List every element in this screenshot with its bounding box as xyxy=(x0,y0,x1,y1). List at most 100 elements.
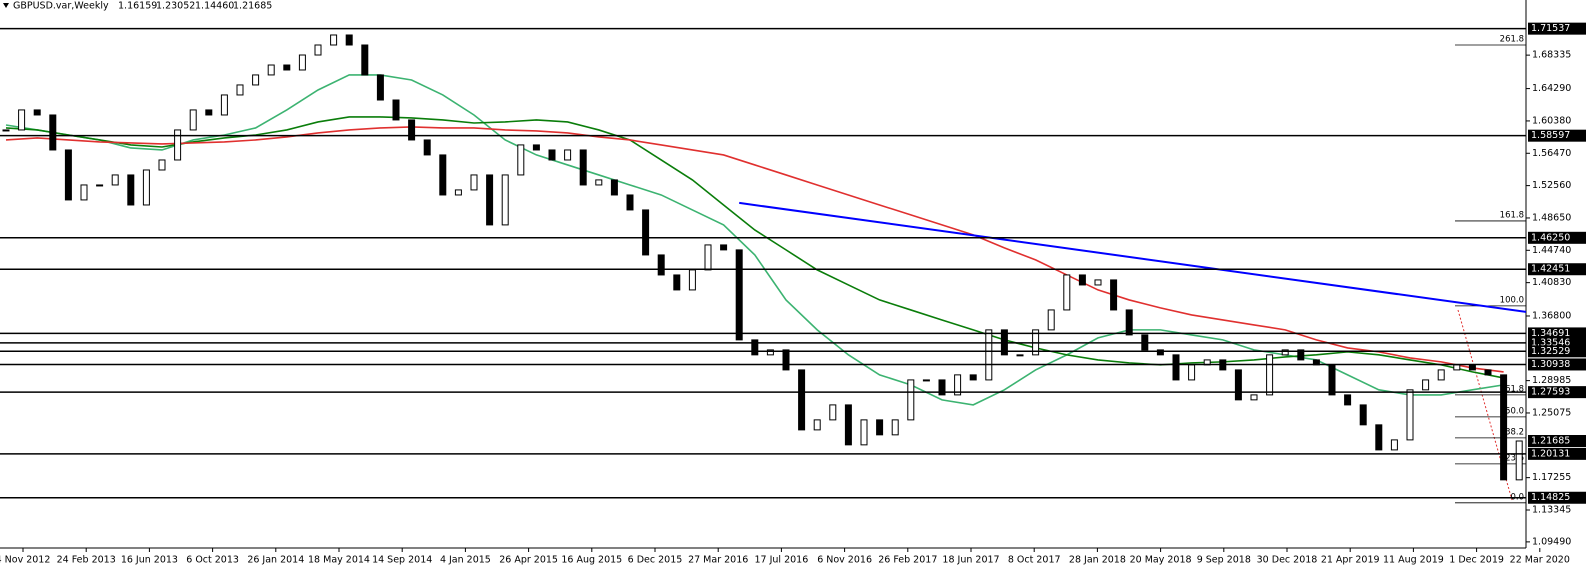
candle xyxy=(985,329,993,381)
candle xyxy=(1250,394,1258,401)
x-tick-label: 16 Jun 2013 xyxy=(121,555,178,566)
candle xyxy=(1500,374,1508,481)
candle xyxy=(1406,389,1414,441)
x-tick-label: 14 Sep 2014 xyxy=(372,555,432,566)
candle xyxy=(548,149,556,161)
x-tick-label: 4 Nov 2012 xyxy=(0,555,50,566)
menu-arrow[interactable] xyxy=(3,3,9,8)
candle xyxy=(1063,274,1071,311)
candle xyxy=(704,244,712,271)
candle xyxy=(314,44,322,56)
candle xyxy=(1437,369,1445,381)
candle xyxy=(688,269,696,291)
candle xyxy=(1422,379,1430,391)
x-tick-label: 22 Mar 2020 xyxy=(1510,555,1570,566)
candle xyxy=(454,189,462,196)
trendline xyxy=(739,201,1527,313)
x-tick-label: 24 Feb 2013 xyxy=(57,555,116,566)
y-tick-label: 1.13345 xyxy=(1532,504,1571,515)
level-label: 1.34691 xyxy=(1531,328,1570,339)
quote-high: 1.23052 xyxy=(156,1,195,12)
candle xyxy=(1375,424,1383,451)
candle xyxy=(626,194,634,211)
x-tick-label: 8 Oct 2017 xyxy=(1008,555,1061,566)
quote-close: 1.21685 xyxy=(233,1,272,12)
x-tick-label: 9 Sep 2018 xyxy=(1197,555,1251,566)
level-label: 1.30938 xyxy=(1531,359,1570,370)
y-tick-label: 1.44740 xyxy=(1532,245,1571,256)
candle xyxy=(829,404,837,421)
x-tick-label: 11 Aug 2019 xyxy=(1383,555,1444,566)
fib-label: 261.8 xyxy=(1500,34,1524,44)
candle xyxy=(766,349,774,356)
level-label: 1.20131 xyxy=(1531,448,1570,459)
level-label-box xyxy=(1528,358,1586,371)
x-tick-label: 21 Apr 2019 xyxy=(1321,555,1380,566)
candle xyxy=(891,419,899,436)
level-label: 1.58597 xyxy=(1531,130,1570,141)
candle xyxy=(954,374,962,396)
candle xyxy=(1094,279,1102,286)
x-tick-label: 26 Feb 2017 xyxy=(878,555,937,566)
candle xyxy=(1281,349,1289,356)
x-tick-label: 6 Oct 2013 xyxy=(186,555,239,566)
candle xyxy=(1047,309,1055,331)
candle xyxy=(205,109,213,116)
candle xyxy=(1297,349,1305,361)
y-tick-label: 1.64290 xyxy=(1532,83,1571,94)
level-label-box xyxy=(1528,345,1586,358)
candle xyxy=(517,144,525,176)
x-tick-label: 18 May 2014 xyxy=(308,555,370,566)
candle xyxy=(844,404,852,446)
candle xyxy=(49,114,57,151)
candle xyxy=(64,149,72,201)
candle xyxy=(564,149,572,161)
candle xyxy=(158,159,166,171)
candle xyxy=(673,274,681,291)
candle xyxy=(330,34,338,46)
x-tick-label: 6 Dec 2015 xyxy=(628,555,683,566)
y-tick-label: 1.25075 xyxy=(1532,407,1571,418)
y-tick-label: 1.60380 xyxy=(1532,115,1571,126)
x-tick-label: 18 Jun 2017 xyxy=(942,555,999,566)
candle xyxy=(1484,369,1492,376)
candle xyxy=(236,84,244,96)
candle xyxy=(1156,349,1164,356)
candle xyxy=(470,174,478,191)
fib-label: 50.0 xyxy=(1505,406,1524,416)
level-label: 1.32529 xyxy=(1531,346,1570,357)
x-tick-label: 6 Nov 2016 xyxy=(817,555,872,566)
candle xyxy=(439,154,447,196)
candle xyxy=(345,34,353,46)
candle xyxy=(595,179,603,186)
candle xyxy=(1266,354,1274,396)
x-tick-label: 1 Dec 2019 xyxy=(1449,555,1504,566)
candle xyxy=(860,419,868,446)
symbol: GBPUSD.var,Weekly xyxy=(13,1,109,12)
candle xyxy=(1515,440,1523,481)
candle xyxy=(922,379,930,382)
level-label-box xyxy=(1528,231,1586,244)
candle xyxy=(1453,364,1461,371)
candle xyxy=(486,174,494,226)
candle xyxy=(1125,309,1133,336)
last-price-label: 1.21685 xyxy=(1531,436,1570,447)
x-tick-label: 28 Jan 2018 xyxy=(1069,555,1126,566)
candle xyxy=(127,174,135,206)
fib-label: 61.8 xyxy=(1505,384,1524,394)
level-label-box xyxy=(1528,327,1586,340)
candle xyxy=(1359,404,1367,426)
candle xyxy=(2,129,10,132)
candle xyxy=(1016,354,1024,357)
candle xyxy=(18,109,26,131)
candle xyxy=(501,174,509,226)
candle xyxy=(111,174,119,186)
level-label: 1.14825 xyxy=(1531,492,1570,503)
candle xyxy=(142,169,150,206)
candle xyxy=(80,184,88,201)
candle xyxy=(610,179,618,196)
y-tick-label: 1.68335 xyxy=(1532,50,1571,61)
candle xyxy=(720,244,728,251)
